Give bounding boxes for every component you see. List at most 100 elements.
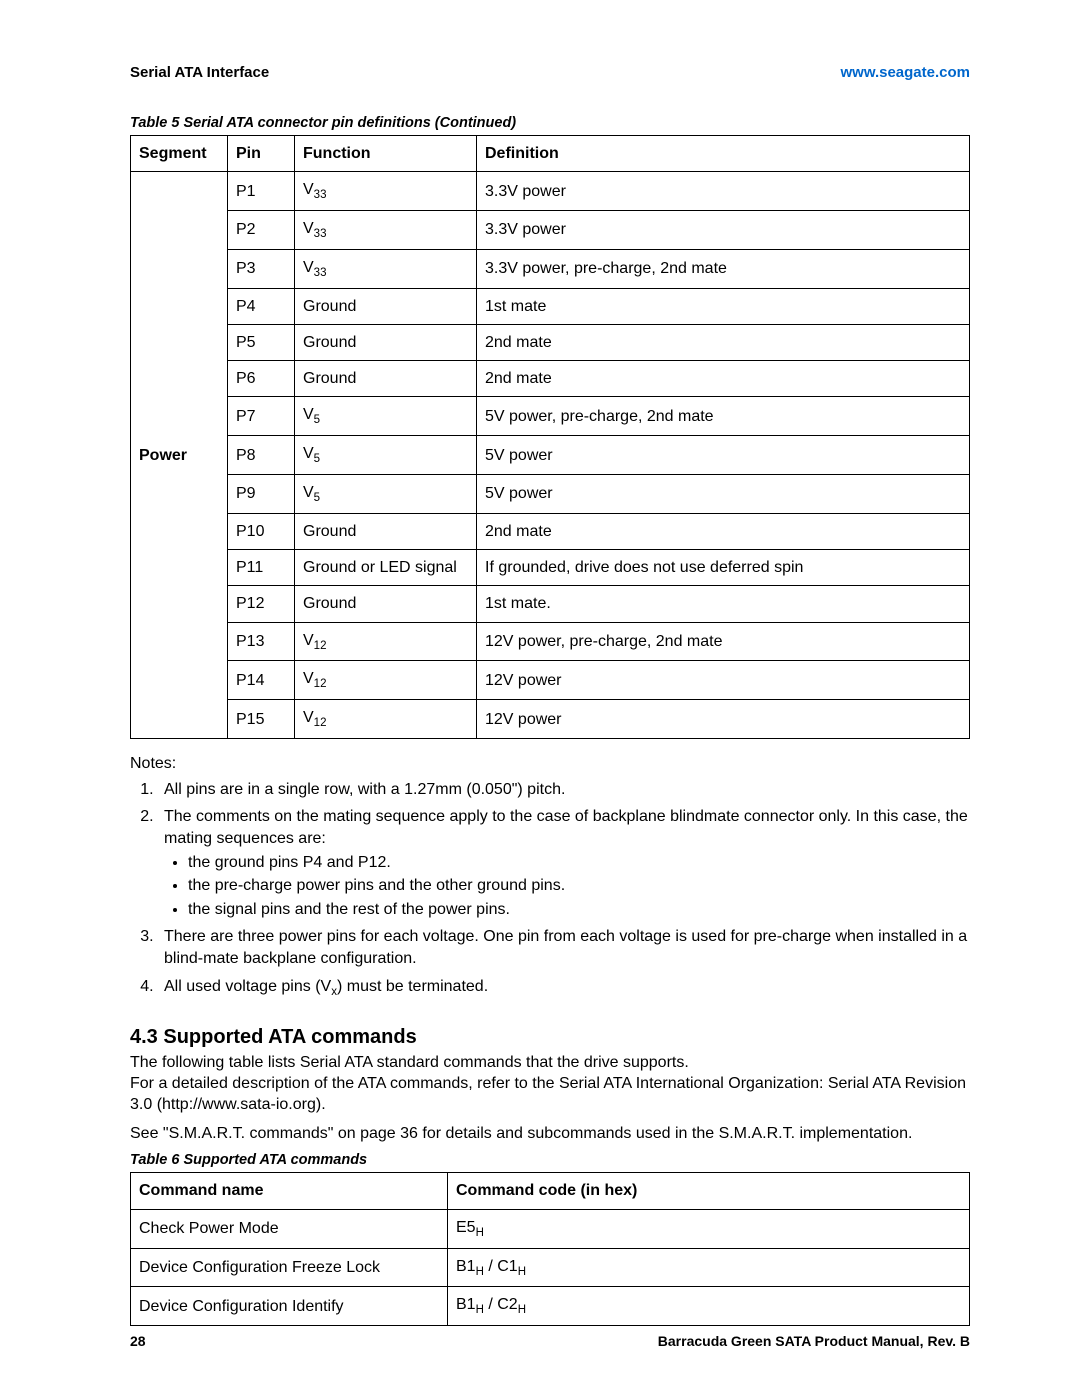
header-site-link[interactable]: www.seagate.com [841,64,971,81]
function-cell: Ground [295,325,477,361]
function-cell: Ground or LED signal [295,550,477,586]
command-code-cell: E5H [448,1209,970,1248]
table-row: P11Ground or LED signalIf grounded, driv… [131,550,970,586]
function-cell: V12 [295,622,477,661]
table-header-row: Segment Pin Function Definition [131,136,970,172]
table-row: Device Configuration IdentifyB1H / C2H [131,1287,970,1326]
command-code-cell: B1H / C2H [448,1287,970,1326]
table5-caption: Table 5 Serial ATA connector pin definit… [130,115,970,131]
function-cell: V33 [295,211,477,250]
definition-cell: 12V power [477,700,970,739]
pin-cell: P8 [228,436,295,475]
table-row: P10Ground2nd mate [131,514,970,550]
definition-cell: 5V power [477,475,970,514]
table-header-row: Command name Command code (in hex) [131,1173,970,1209]
table-row: P6Ground2nd mate [131,361,970,397]
pin-cell: P5 [228,325,295,361]
table-row: P12Ground1st mate. [131,586,970,622]
pin-definitions-table: Segment Pin Function Definition PowerP1V… [130,135,970,739]
definition-cell: 5V power [477,436,970,475]
function-cell: Ground [295,288,477,324]
definition-cell: 5V power, pre-charge, 2nd mate [477,397,970,436]
function-cell: V12 [295,700,477,739]
col-pin: Pin [228,136,295,172]
doc-title-footer: Barracuda Green SATA Product Manual, Rev… [658,1333,970,1349]
pin-cell: P1 [228,172,295,211]
section-4-3-p2-text: For a detailed description of the ATA co… [130,1075,966,1113]
definition-cell: 12V power [477,661,970,700]
section-4-3-p1: The following table lists Serial ATA sta… [130,1053,970,1115]
header-left: Serial ATA Interface [130,64,269,81]
command-code-cell: B1H / C1H [448,1248,970,1287]
definition-cell: 3.3V power [477,172,970,211]
table-row: P4Ground1st mate [131,288,970,324]
function-cell: V12 [295,661,477,700]
definition-cell: 2nd mate [477,325,970,361]
function-cell: V33 [295,172,477,211]
section-4-3-p1-text: The following table lists Serial ATA sta… [130,1054,689,1071]
col-segment: Segment [131,136,228,172]
note-subitem: the signal pins and the rest of the powe… [188,899,970,921]
col-command-name: Command name [131,1173,448,1209]
function-cell: Ground [295,361,477,397]
pin-cell: P4 [228,288,295,324]
pin-cell: P11 [228,550,295,586]
definition-cell: 2nd mate [477,361,970,397]
table-row: P2V333.3V power [131,211,970,250]
notes-list: All pins are in a single row, with a 1.2… [130,779,970,1000]
segment-cell: Power [131,172,228,739]
page-number: 28 [130,1333,146,1349]
pin-cell: P12 [228,586,295,622]
pin-cell: P6 [228,361,295,397]
command-name-cell: Check Power Mode [131,1209,448,1248]
pin-cell: P15 [228,700,295,739]
pin-cell: P13 [228,622,295,661]
note-subitem: the ground pins P4 and P12. [188,852,970,874]
definition-cell: If grounded, drive does not use deferred… [477,550,970,586]
function-cell: Ground [295,514,477,550]
command-name-cell: Device Configuration Freeze Lock [131,1248,448,1287]
function-cell: V5 [295,436,477,475]
table-row: P9V55V power [131,475,970,514]
function-cell: Ground [295,586,477,622]
table-row: Device Configuration Freeze LockB1H / C1… [131,1248,970,1287]
table-row: P5Ground2nd mate [131,325,970,361]
table-row: PowerP1V333.3V power [131,172,970,211]
pin-cell: P14 [228,661,295,700]
ata-commands-table: Command name Command code (in hex) Check… [130,1172,970,1326]
pin-cell: P2 [228,211,295,250]
function-cell: V5 [295,475,477,514]
function-cell: V5 [295,397,477,436]
pin-cell: P7 [228,397,295,436]
note-item: There are three power pins for each volt… [158,926,970,969]
page: Serial ATA Interface www.seagate.com Tab… [0,0,1080,1397]
page-footer: 28 Barracuda Green SATA Product Manual, … [130,1333,970,1349]
table-row: P13V1212V power, pre-charge, 2nd mate [131,622,970,661]
note-item: All used voltage pins (Vx) must be termi… [158,976,970,1001]
table-row: P14V1212V power [131,661,970,700]
pin-cell: P10 [228,514,295,550]
pin-cell: P9 [228,475,295,514]
definition-cell: 3.3V power [477,211,970,250]
table-row: P7V55V power, pre-charge, 2nd mate [131,397,970,436]
table6-caption: Table 6 Supported ATA commands [130,1152,970,1168]
table-row: P8V55V power [131,436,970,475]
note-item: The comments on the mating sequence appl… [158,806,970,920]
command-name-cell: Device Configuration Identify [131,1287,448,1326]
definition-cell: 12V power, pre-charge, 2nd mate [477,622,970,661]
notes-title: Notes: [130,753,970,775]
page-header: Serial ATA Interface www.seagate.com [130,64,970,81]
note-item: All pins are in a single row, with a 1.2… [158,779,970,801]
definition-cell: 1st mate. [477,586,970,622]
function-cell: V33 [295,249,477,288]
definition-cell: 3.3V power, pre-charge, 2nd mate [477,249,970,288]
col-definition: Definition [477,136,970,172]
section-4-3-p3: See "S.M.A.R.T. commands" on page 36 for… [130,1124,970,1145]
table-row: P15V1212V power [131,700,970,739]
col-command-code: Command code (in hex) [448,1173,970,1209]
table-row: P3V333.3V power, pre-charge, 2nd mate [131,249,970,288]
definition-cell: 2nd mate [477,514,970,550]
table-row: Check Power ModeE5H [131,1209,970,1248]
section-4-3-heading: 4.3 Supported ATA commands [130,1026,970,1049]
col-function: Function [295,136,477,172]
